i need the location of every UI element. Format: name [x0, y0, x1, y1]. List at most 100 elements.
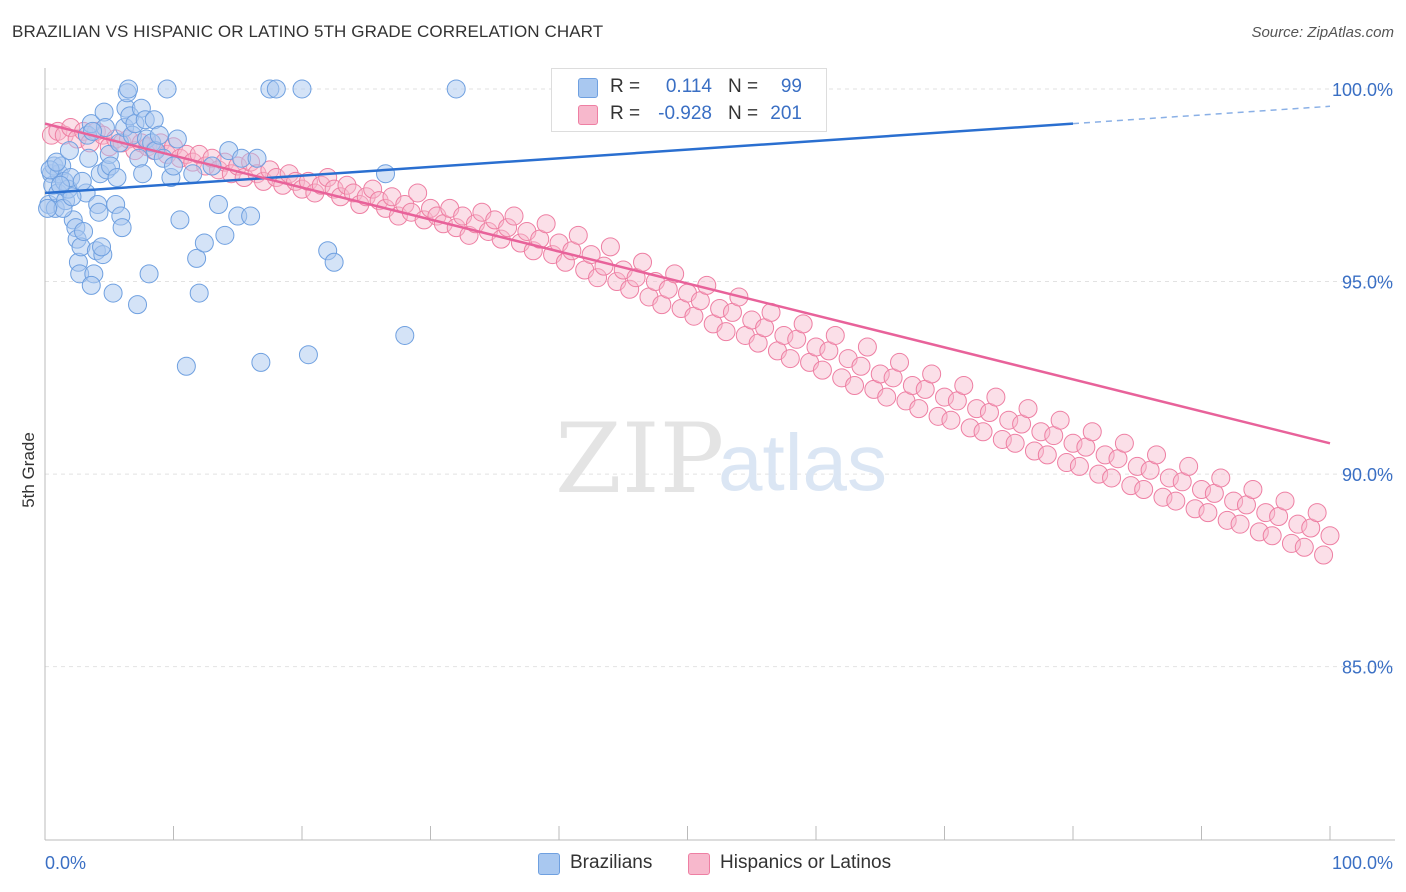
hispanic-point: [1095, 445, 1115, 465]
brazilian-point: [133, 164, 153, 184]
brazilian-point: [47, 152, 67, 172]
hispanic-point: [1249, 522, 1269, 542]
hispanic-point: [1069, 456, 1089, 476]
brazilian-point: [395, 325, 415, 345]
legend-r-value: -0.928: [658, 103, 712, 124]
brazilian-point: [189, 283, 209, 303]
legend-row-hispanics: R = -0.928 N = 201: [552, 102, 826, 128]
hispanic-point: [845, 376, 865, 396]
hispanic-point: [1179, 456, 1199, 476]
brazilian-point: [266, 79, 286, 99]
hispanic-point: [716, 322, 736, 342]
legend-n-label: N =: [728, 76, 759, 97]
brazilian-point: [247, 148, 267, 168]
bottom-legend-swatch-brazilians: [538, 853, 560, 875]
hispanic-point: [600, 237, 620, 257]
hispanic-point: [1294, 537, 1314, 557]
bottom-legend-swatch-hispanics: [688, 853, 710, 875]
hispanic-point: [1262, 526, 1282, 546]
hispanic-point: [1314, 545, 1334, 565]
brazilian-point: [241, 206, 261, 226]
legend-swatch-brazilians: [578, 78, 598, 98]
hispanic-point: [1024, 441, 1044, 461]
hispanic-point: [343, 183, 363, 203]
hispanic-point: [363, 179, 383, 199]
brazilian-point: [149, 125, 169, 145]
legend-r-label: R =: [610, 76, 641, 97]
brazilian-point: [215, 225, 235, 245]
brazilian-point: [50, 175, 70, 195]
hispanic-point: [890, 352, 910, 372]
y-tick-label: 85.0%: [1342, 658, 1393, 678]
brazilian-point: [107, 168, 127, 188]
hispanic-point: [960, 418, 980, 438]
hispanic-point: [857, 337, 877, 357]
hispanic-point: [1057, 453, 1077, 473]
hispanic-point: [1153, 487, 1173, 507]
hispanic-point: [1050, 410, 1070, 430]
x-tick-label: 100.0%: [1332, 853, 1393, 873]
hispanic-point: [1288, 514, 1308, 534]
hispanic-point: [1256, 503, 1276, 523]
legend-swatch-hispanics: [578, 105, 598, 125]
brazilian-point: [208, 195, 228, 215]
hispanic-point: [710, 298, 730, 318]
brazilian-point: [128, 295, 148, 315]
bottom-legend-label-brazilians: Brazilians: [570, 852, 653, 873]
hispanic-point: [498, 218, 518, 238]
hispanic-point: [877, 387, 897, 407]
watermark: ZIP atlas: [555, 403, 887, 515]
brazilian-point: [59, 141, 79, 161]
hispanic-point: [967, 399, 987, 419]
hispanic-point: [1211, 468, 1231, 488]
brazilian-point: [79, 148, 99, 168]
hispanic-point: [986, 387, 1006, 407]
hispanic-point: [279, 164, 299, 184]
hispanic-point: [935, 387, 954, 407]
hispanic-point: [1243, 480, 1263, 500]
brazilian-point: [157, 79, 177, 99]
correlation-legend: R = 0.114 N = 99 R = -0.928 N = 201: [551, 68, 827, 132]
chart-title: BRAZILIAN VS HISPANIC OR LATINO 5TH GRAD…: [12, 22, 604, 41]
brazilian-point: [164, 156, 183, 176]
hispanic-point: [536, 214, 556, 234]
brazilian-point: [72, 171, 92, 191]
brazilian-point: [119, 79, 139, 99]
hispanic-point: [568, 225, 588, 245]
brazilian-point: [167, 129, 187, 149]
hispanic-point: [793, 314, 813, 334]
y-tick-label: 100.0%: [1332, 80, 1393, 100]
legend-n-value: 99: [780, 76, 802, 97]
hispanic-point: [992, 429, 1012, 449]
brazilian-trend-extension: [1072, 105, 1331, 125]
brazilian-point: [112, 218, 132, 238]
hispanic-point: [1307, 503, 1327, 523]
tick-labels: 85.0% 90.0% 95.0% 100.0% 0.0% 100.0%: [45, 80, 1393, 873]
hispanic-point: [1159, 468, 1179, 488]
hispanic-point: [697, 275, 717, 295]
y-tick-label: 90.0%: [1342, 465, 1393, 485]
brazilian-point: [170, 210, 190, 230]
hispanic-point: [337, 175, 357, 195]
hispanic-point: [825, 325, 845, 345]
brazilian-point: [376, 164, 396, 184]
hispanic-point: [1217, 510, 1237, 530]
x-tick-label: 0.0%: [45, 853, 86, 873]
hispanic-point: [928, 406, 948, 426]
hispanic-point: [1082, 422, 1102, 442]
watermark-zip: ZIP: [555, 403, 724, 515]
hispanic-point: [780, 349, 800, 369]
trend-lines: [44, 105, 1331, 445]
brazilian-point: [92, 237, 112, 257]
brazilian-point: [139, 264, 159, 284]
hispanic-point: [1031, 422, 1051, 442]
brazilian-point: [103, 283, 123, 303]
hispanic-point: [504, 206, 524, 226]
hispanic-point: [902, 376, 922, 396]
hispanic-point: [954, 376, 974, 396]
brazilian-point: [446, 79, 466, 99]
series-brazilians: [38, 79, 723, 376]
brazilian-point: [194, 233, 214, 253]
brazilian-point: [81, 275, 101, 295]
